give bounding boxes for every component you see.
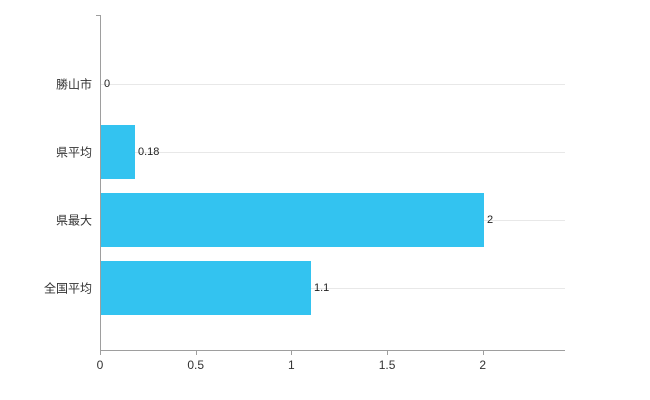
bar xyxy=(101,193,484,247)
x-axis-tick-label: 1.5 xyxy=(378,358,396,372)
x-axis-tick xyxy=(100,351,101,355)
category-gridline xyxy=(100,151,565,153)
bar xyxy=(101,261,311,315)
x-axis-tick-label: 0.5 xyxy=(187,358,205,372)
x-axis-tick-label: 1 xyxy=(288,358,295,372)
category-label: 県平均 xyxy=(55,145,92,160)
y-axis-line xyxy=(100,15,101,350)
category-label: 全国平均 xyxy=(43,281,92,296)
bar xyxy=(101,125,135,179)
category-label: 勝山市 xyxy=(55,77,92,92)
x-axis-tick-label: 0 xyxy=(96,358,104,372)
category-gridline xyxy=(100,287,565,289)
value-label: 1.1 xyxy=(314,282,330,294)
category-gridline xyxy=(100,83,565,85)
x-axis-line xyxy=(100,350,565,351)
value-label: 0 xyxy=(104,78,111,90)
value-label: 0.18 xyxy=(138,146,160,158)
x-axis-tick xyxy=(482,351,484,355)
category-label: 県最大 xyxy=(55,213,92,228)
value-label: 2 xyxy=(487,214,494,226)
x-axis-tick xyxy=(291,351,293,355)
y-axis-top-tick xyxy=(96,15,100,16)
x-axis-tick xyxy=(387,351,389,355)
x-axis-tick xyxy=(195,351,197,355)
x-axis-tick-label: 2 xyxy=(479,358,487,372)
